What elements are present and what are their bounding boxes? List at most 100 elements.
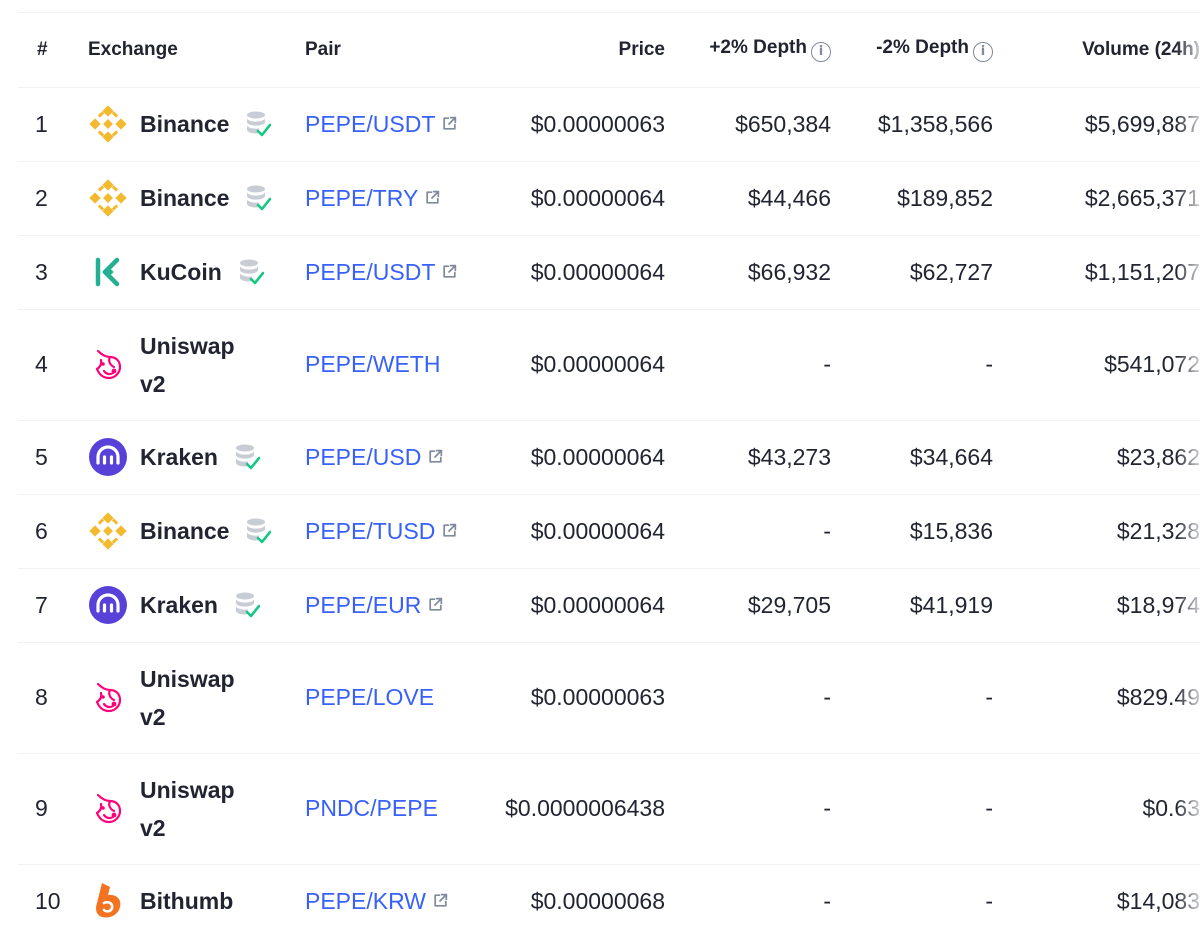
pair-link[interactable]: PEPE/WETH <box>305 351 441 377</box>
pair-link[interactable]: PEPE/KRW <box>305 887 426 914</box>
price-value: $0.00000064 <box>530 184 665 211</box>
external-link-icon[interactable] <box>435 518 458 544</box>
rank-number: 8 <box>35 684 48 710</box>
rank-number: 2 <box>35 184 48 211</box>
pair-cell: PNDC/PEPE <box>305 753 470 865</box>
price-cell: $0.00000064 <box>470 494 665 569</box>
exchange-name: Bithumb <box>140 888 234 915</box>
pair-link[interactable]: PNDC/PEPE <box>305 795 438 821</box>
pair-link[interactable]: PEPE/EUR <box>305 591 422 618</box>
minus-depth-value: $15,836 <box>909 517 993 544</box>
info-icon[interactable]: i <box>811 42 831 63</box>
rank-cell: 9 <box>18 753 88 865</box>
info-icon[interactable]: i <box>973 42 993 63</box>
header-minus-depth[interactable]: -2% Depth i <box>831 13 993 88</box>
header-price[interactable]: Price <box>470 13 665 88</box>
plus-depth-cell: $43,273 <box>665 420 831 495</box>
external-link-icon[interactable] <box>421 444 444 470</box>
exchange-link[interactable]: Uniswap v2 <box>88 660 305 736</box>
table-row[interactable]: 1 Binance PEPE/USDT $0.00000063 $650,384… <box>18 87 1200 162</box>
table-row[interactable]: 10 Bithumb PEPE/KRW $0.00000068 - - $14,… <box>18 864 1200 935</box>
pair-link[interactable]: PEPE/TRY <box>305 184 419 211</box>
plus-depth-value: $43,273 <box>747 443 831 470</box>
price-cell: $0.00000064 <box>470 235 665 310</box>
plus-depth-cell: - <box>665 864 831 935</box>
pair-cell: PEPE/TRY <box>305 161 470 236</box>
exchange-link[interactable]: Uniswap v2 <box>88 771 305 847</box>
volume-value: $23,862 <box>1116 439 1200 475</box>
table-row[interactable]: 5 Kraken PEPE/USD $0.00000064 $43,273 $3… <box>18 420 1200 495</box>
pair-link[interactable]: PEPE/USDT <box>305 110 436 137</box>
minus-depth-cell: - <box>831 642 993 754</box>
exchange-cell: Kraken <box>88 420 305 495</box>
plus-depth-value: $66,932 <box>747 258 831 285</box>
exchange-cell: Kraken <box>88 568 305 643</box>
external-link-icon[interactable] <box>435 111 458 137</box>
volume-value: $541,072 <box>1104 347 1200 382</box>
plus-depth-cell: $650,384 <box>665 87 831 162</box>
volume-value: $2,665,371 <box>1084 180 1200 216</box>
external-link-icon[interactable] <box>421 592 444 618</box>
volume-value: $21,328 <box>1116 513 1200 549</box>
price-value: $0.00000064 <box>530 351 665 377</box>
exchange-name: Kraken <box>140 444 218 470</box>
external-link-icon[interactable] <box>426 888 449 914</box>
table-row[interactable]: 6 Binance PEPE/TUSD $0.00000064 - $15,83… <box>18 494 1200 569</box>
minus-depth-cell: $1,358,566 <box>831 87 993 162</box>
verified-data-icon <box>245 517 272 545</box>
exchange-link[interactable]: Uniswap v2 <box>88 327 305 403</box>
exchange-link[interactable]: Binance <box>88 178 305 218</box>
rank-number: 6 <box>35 517 48 544</box>
exchange-name: Uniswap v2 <box>140 776 235 841</box>
table-row[interactable]: 9 Uniswap v2 PNDC/PEPE $0.0000006438 - -… <box>18 753 1200 865</box>
volume-cell: $14,083 <box>993 864 1200 935</box>
pair-link[interactable]: PEPE/LOVE <box>305 684 435 710</box>
binance-logo-icon <box>88 511 128 551</box>
header-volume[interactable]: Volume (24h) <box>993 13 1200 88</box>
rank-cell: 5 <box>18 420 88 495</box>
header-exchange[interactable]: Exchange <box>88 13 305 88</box>
volume-cell: $829.49 <box>993 642 1200 754</box>
exchange-link[interactable]: Kraken <box>88 585 305 625</box>
exchange-cell: Binance <box>88 161 305 236</box>
top-divider <box>18 12 1200 13</box>
exchange-cell: KuCoin <box>88 235 305 310</box>
volume-cell: $21,328 <box>993 494 1200 569</box>
table-row[interactable]: 2 Binance PEPE/TRY $0.00000064 $44,466 $… <box>18 161 1200 236</box>
exchange-name: Kraken <box>140 592 218 618</box>
table-row[interactable]: 4 Uniswap v2 PEPE/WETH $0.00000064 - - $… <box>18 309 1200 421</box>
price-cell: $0.00000063 <box>470 87 665 162</box>
external-link-icon[interactable] <box>418 185 441 211</box>
table-row[interactable]: 8 Uniswap v2 PEPE/LOVE $0.00000063 - - $… <box>18 642 1200 754</box>
exchange-link[interactable]: Binance <box>88 511 305 551</box>
price-cell: $0.00000068 <box>470 864 665 935</box>
verified-data-icon <box>234 591 261 619</box>
pair-link[interactable]: PEPE/TUSD <box>305 517 436 544</box>
price-value: $0.00000064 <box>530 591 665 618</box>
verified-data-icon <box>234 443 261 471</box>
header-rank[interactable]: # <box>18 13 88 88</box>
binance-logo-icon <box>88 178 128 218</box>
pair-link[interactable]: PEPE/USDT <box>305 258 436 285</box>
external-link-icon[interactable] <box>435 259 458 285</box>
rank-number: 5 <box>35 443 48 470</box>
header-plus-depth[interactable]: +2% Depth i <box>665 13 831 88</box>
pair-cell: PEPE/EUR <box>305 568 470 643</box>
pair-link[interactable]: PEPE/USD <box>305 443 422 470</box>
table-row[interactable]: 7 Kraken PEPE/EUR $0.00000064 $29,705 $4… <box>18 568 1200 643</box>
price-value: $0.00000064 <box>530 517 665 544</box>
exchange-link[interactable]: Bithumb <box>88 881 305 921</box>
exchange-link[interactable]: Kraken <box>88 437 305 477</box>
header-pair[interactable]: Pair <box>305 13 470 88</box>
plus-depth-cell: $29,705 <box>665 568 831 643</box>
price-value: $0.00000064 <box>530 443 665 470</box>
volume-cell: $18,974 <box>993 568 1200 643</box>
volume-cell: $541,072 <box>993 309 1200 421</box>
rank-cell: 4 <box>18 309 88 421</box>
table-row[interactable]: 3 KuCoin PEPE/USDT $0.00000064 $66,932 $… <box>18 235 1200 310</box>
exchange-link[interactable]: KuCoin <box>88 252 305 292</box>
exchange-link[interactable]: Binance <box>88 104 305 144</box>
volume-cell: $0.63 <box>993 753 1200 865</box>
rank-number: 9 <box>35 795 48 821</box>
kraken-logo-icon <box>88 585 128 625</box>
